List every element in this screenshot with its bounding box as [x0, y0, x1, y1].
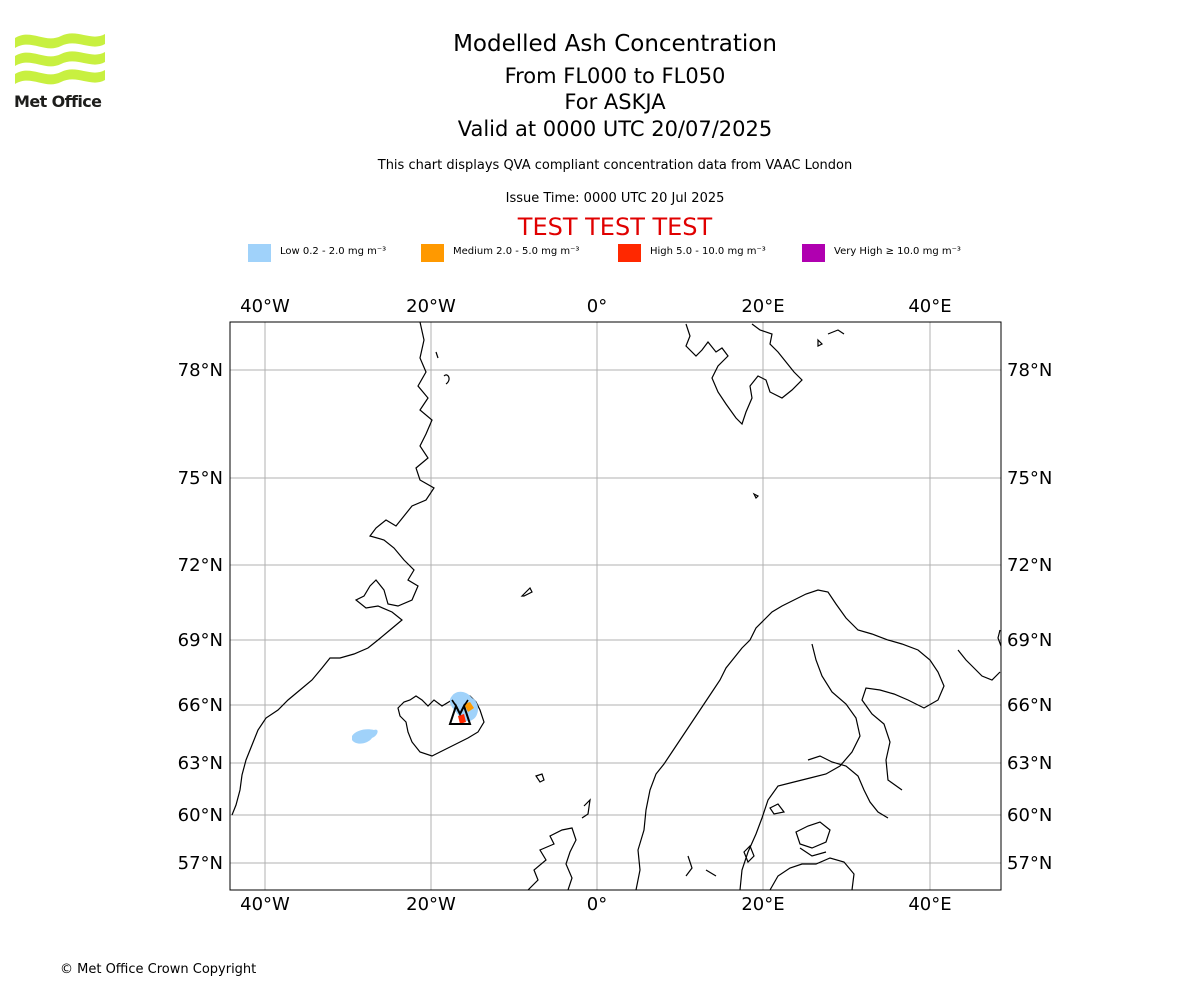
map-background [230, 322, 1001, 890]
lat-label: 72°N [178, 555, 223, 576]
lat-label: 75°N [1007, 468, 1052, 489]
lat-label: 78°N [178, 360, 223, 381]
lon-labels-bottom: 40°W 20°W 0° 20°E 40°E [240, 894, 951, 915]
met-office-wave-icon [15, 33, 105, 85]
lat-labels-left: 78°N 75°N 72°N 69°N 66°N 63°N 60°N 57°N [178, 360, 223, 874]
chart-title: Modelled Ash Concentration [453, 31, 777, 57]
baltic-coast [807, 755, 889, 819]
lat-label: 60°N [178, 805, 223, 826]
legend-swatch-high [618, 244, 641, 262]
lat-label: 63°N [178, 753, 223, 774]
lat-label: 78°N [1007, 360, 1052, 381]
ash-area-low-west [352, 729, 378, 744]
logo-text: Met Office [14, 92, 102, 111]
lon-label: 0° [587, 296, 607, 317]
ash-area-high [458, 714, 466, 724]
lon-label: 40°E [908, 894, 951, 915]
legend-label-medium: Medium 2.0 - 5.0 mg m⁻³ [453, 246, 580, 257]
svalbard-coast [685, 323, 803, 426]
lon-labels-top: 40°W 20°W 0° 20°E 40°E [240, 296, 951, 317]
lon-label: 40°W [240, 296, 290, 317]
issue-time: Issue Time: 0000 UTC 20 Jul 2025 [505, 191, 725, 206]
lat-label: 69°N [1007, 630, 1052, 651]
legend-swatch-low [248, 244, 271, 262]
lon-label: 20°E [741, 296, 784, 317]
lon-label: 20°W [406, 894, 456, 915]
lat-label: 57°N [1007, 853, 1052, 874]
lat-labels-right: 78°N 75°N 72°N 69°N 66°N 63°N 60°N 57°N [1007, 360, 1052, 874]
lon-label: 0° [587, 894, 607, 915]
jan-mayen [520, 586, 533, 597]
lat-label: 69°N [178, 630, 223, 651]
legend-label-very-high: Very High ≥ 10.0 mg m⁻³ [834, 246, 961, 257]
greenland-coast [231, 322, 435, 816]
lat-label: 72°N [1007, 555, 1052, 576]
lat-label: 66°N [178, 695, 223, 716]
flight-level-range: From FL000 to FL050 [504, 64, 726, 88]
met-office-logo: Met Office [13, 30, 108, 112]
lat-label: 60°N [1007, 805, 1052, 826]
lat-label: 63°N [1007, 753, 1052, 774]
lon-label: 20°W [406, 296, 456, 317]
scandinavia-coast [635, 589, 945, 890]
lat-label: 57°N [178, 853, 223, 874]
copyright-notice: © Met Office Crown Copyright [60, 962, 257, 977]
legend-swatch-very-high [802, 244, 825, 262]
graticule [230, 322, 1001, 890]
lon-label: 40°W [240, 894, 290, 915]
ash-area-medium [464, 702, 474, 712]
map-frame [229, 321, 1002, 891]
scotland-coast [527, 827, 577, 890]
volcano-name: For ASKJA [564, 90, 666, 114]
lat-label: 75°N [178, 468, 223, 489]
volcano-icon [448, 699, 472, 725]
lat-label: 66°N [1007, 695, 1052, 716]
legend-label-high: High 5.0 - 10.0 mg m⁻³ [650, 246, 766, 257]
lon-label: 40°E [908, 296, 951, 317]
test-banner: TEST TEST TEST [517, 213, 713, 241]
chart-description: This chart displays QVA compliant concen… [377, 158, 853, 173]
lon-label: 20°E [741, 894, 784, 915]
coastlines [231, 322, 1001, 890]
faroe-islands [535, 773, 545, 783]
legend-swatch-medium [421, 244, 444, 262]
valid-time: Valid at 0000 UTC 20/07/2025 [457, 117, 773, 141]
legend-label-low: Low 0.2 - 2.0 mg m⁻³ [280, 246, 387, 257]
iceland-coast [397, 693, 485, 757]
